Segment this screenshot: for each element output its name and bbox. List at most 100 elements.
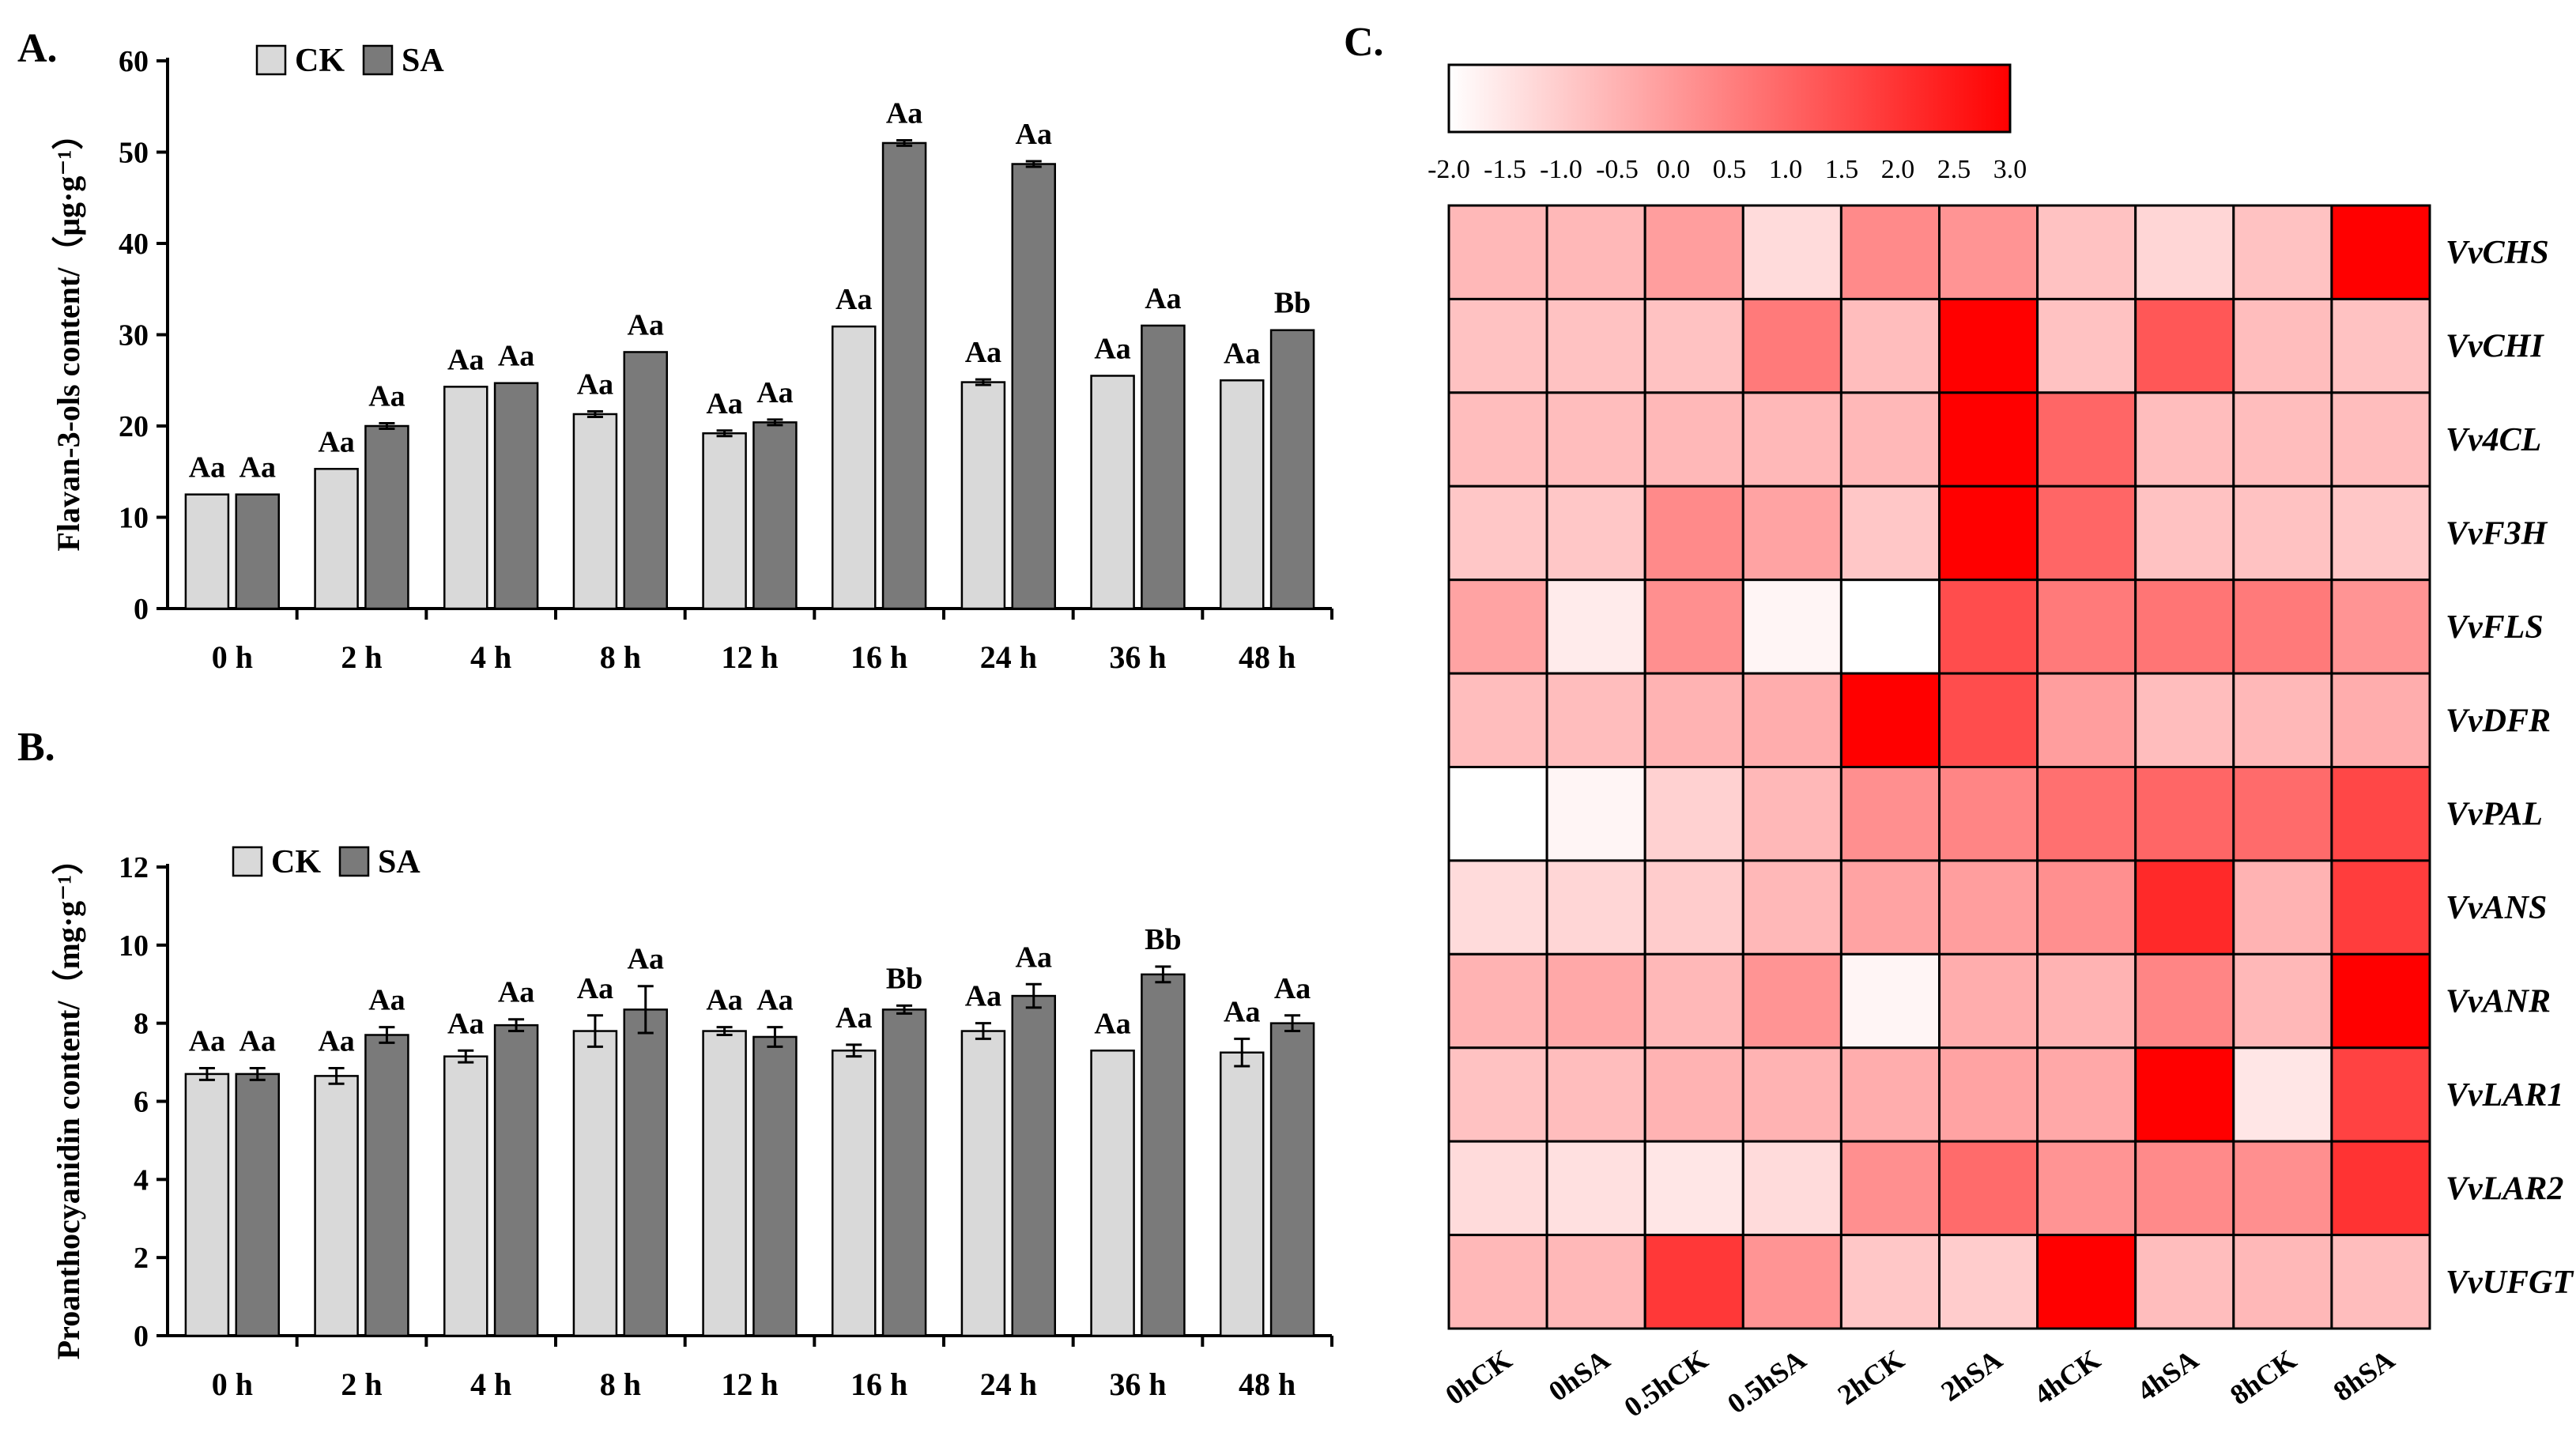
bar-sa <box>1269 1022 1315 1337</box>
y-tick-label: 8 <box>134 1008 149 1041</box>
heatmap-cell <box>1938 484 2039 582</box>
sig-label-sa: Aa <box>368 984 405 1017</box>
sig-label-sa: Aa <box>756 984 793 1017</box>
heatmap-cell <box>1643 1140 1744 1237</box>
bar-ck <box>1219 379 1265 610</box>
heatmap-cell <box>1643 766 1744 862</box>
heatmap-cell <box>1938 859 2039 956</box>
heatmap-cell <box>1545 1046 1646 1143</box>
x-tick-label: 36 h <box>1109 1366 1166 1402</box>
panel-c-heatmap: C. -2.0 -1.5 -1.0 -0.5 0.0 0.5 1.0 1.5 2.0 2.5 3.0 V… <box>1344 20 2574 1423</box>
heatmap-cell <box>1938 579 2039 675</box>
x-tick-label: 2 h <box>341 1366 382 1402</box>
legend-label-ck: CK <box>271 844 321 880</box>
x-tick-label: 0 h <box>212 639 253 675</box>
bar-sa <box>1141 973 1186 1337</box>
sig-label-sa: Aa <box>1016 118 1052 151</box>
sig-label-sa: Aa <box>1274 972 1311 1005</box>
y-tick-label: 4 <box>134 1163 149 1197</box>
heatmap-cell <box>1839 204 1940 300</box>
legend-swatch-sa <box>338 846 370 877</box>
heatmap-cell <box>2036 579 2137 675</box>
sig-label-ck: Aa <box>1094 332 1130 365</box>
heatmap-cell <box>1938 672 2039 768</box>
heatmap-cell <box>1545 766 1646 862</box>
x-tick-label: 48 h <box>1239 1366 1296 1402</box>
sig-label-ck: Aa <box>1224 995 1260 1028</box>
heatmap-cell <box>2232 1140 2333 1237</box>
y-tick-label: 40 <box>119 228 149 261</box>
bar-ck <box>443 386 488 610</box>
heatmap-cell <box>1741 672 1842 768</box>
gene-label: VvLAR2 <box>2446 1170 2563 1207</box>
bar-ck <box>314 468 359 610</box>
y-tick-label: 10 <box>119 929 149 963</box>
heatmap-cell <box>2134 952 2235 1050</box>
y-tick-label: 6 <box>134 1086 149 1119</box>
heatmap-cell <box>1447 1046 1548 1143</box>
heatmap-cell <box>1938 952 2039 1050</box>
heatmap-cell <box>1741 391 1842 488</box>
y-tick-label: 2 <box>134 1242 149 1275</box>
heatmap-cell <box>2134 484 2235 582</box>
heatmap-cell <box>2134 204 2235 300</box>
heatmap-cell <box>1643 484 1744 582</box>
sig-label-ck: Aa <box>706 984 742 1017</box>
sig-label-ck: Aa <box>835 283 872 316</box>
x-tick-label: 16 h <box>850 1366 907 1402</box>
sample-label: 4hCK <box>2028 1344 2106 1412</box>
x-tick-label: 4 h <box>470 1366 511 1402</box>
heatmap-cell <box>2330 1046 2431 1143</box>
heatmap-cell <box>1741 204 1842 300</box>
heatmap-cell <box>1839 297 1940 394</box>
sig-label-ck: Aa <box>318 425 354 458</box>
heatmap-cell <box>1938 1234 2039 1330</box>
sig-label-ck: Aa <box>1094 1007 1130 1040</box>
heatmap-cell <box>2134 672 2235 768</box>
heatmap-cell <box>1643 1234 1744 1330</box>
heatmap-cell <box>2330 1234 2431 1330</box>
colorbar-tick-label: 2.5 <box>1937 155 1971 184</box>
heatmap-cell <box>2134 859 2235 956</box>
x-tick-label: 16 h <box>850 639 907 675</box>
heatmap-cell <box>1839 579 1940 675</box>
legend-label-ck: CK <box>295 43 345 79</box>
heatmap-cell <box>2134 391 2235 488</box>
bar-ck <box>960 1030 1006 1337</box>
bar-ck <box>1090 375 1135 610</box>
sig-label-ck: Aa <box>447 343 484 376</box>
bar-ck <box>572 1030 618 1337</box>
heatmap-cell <box>1643 952 1744 1050</box>
heatmap-cell <box>1643 1046 1744 1143</box>
heatmap-cell <box>1839 391 1940 488</box>
heatmap-cell <box>2232 952 2333 1050</box>
bar-sa <box>752 1035 798 1337</box>
heatmap-cell <box>2232 484 2333 582</box>
bar-ck <box>184 1072 230 1337</box>
heatmap-cell <box>1545 1234 1646 1330</box>
bar-ck <box>443 1055 488 1337</box>
gene-label: VvF3H <box>2446 515 2548 552</box>
x-tick-label: 8 h <box>600 639 641 675</box>
colorbar-tick-label: -1.5 <box>1484 155 1526 184</box>
sig-label-ck: Aa <box>1224 337 1260 370</box>
heatmap-cell <box>1839 859 1940 956</box>
heatmap-cell <box>1938 766 2039 862</box>
sig-label-sa: Aa <box>1016 941 1052 974</box>
heatmap-cell <box>2330 766 2431 862</box>
heatmap-cell <box>1741 1234 1842 1330</box>
heatmap-cell <box>1741 484 1842 582</box>
sample-label: 2hSA <box>1935 1344 2008 1408</box>
heatmap-cell <box>2232 204 2333 300</box>
colorbar-tick-label: 1.0 <box>1769 155 1803 184</box>
heatmap-cell <box>1938 391 2039 488</box>
bar-ck <box>184 493 230 610</box>
x-tick-label: 2 h <box>341 639 382 675</box>
heatmap-cell <box>2036 1234 2137 1330</box>
sig-label-sa: Aa <box>1145 282 1181 315</box>
gene-label: VvDFR <box>2446 703 2551 739</box>
heatmap-cell <box>1643 391 1744 488</box>
legend-label-sa: SA <box>402 43 444 79</box>
y-axis-title: Flavan-3-ols content/（μg·g⁻¹） <box>51 119 86 552</box>
